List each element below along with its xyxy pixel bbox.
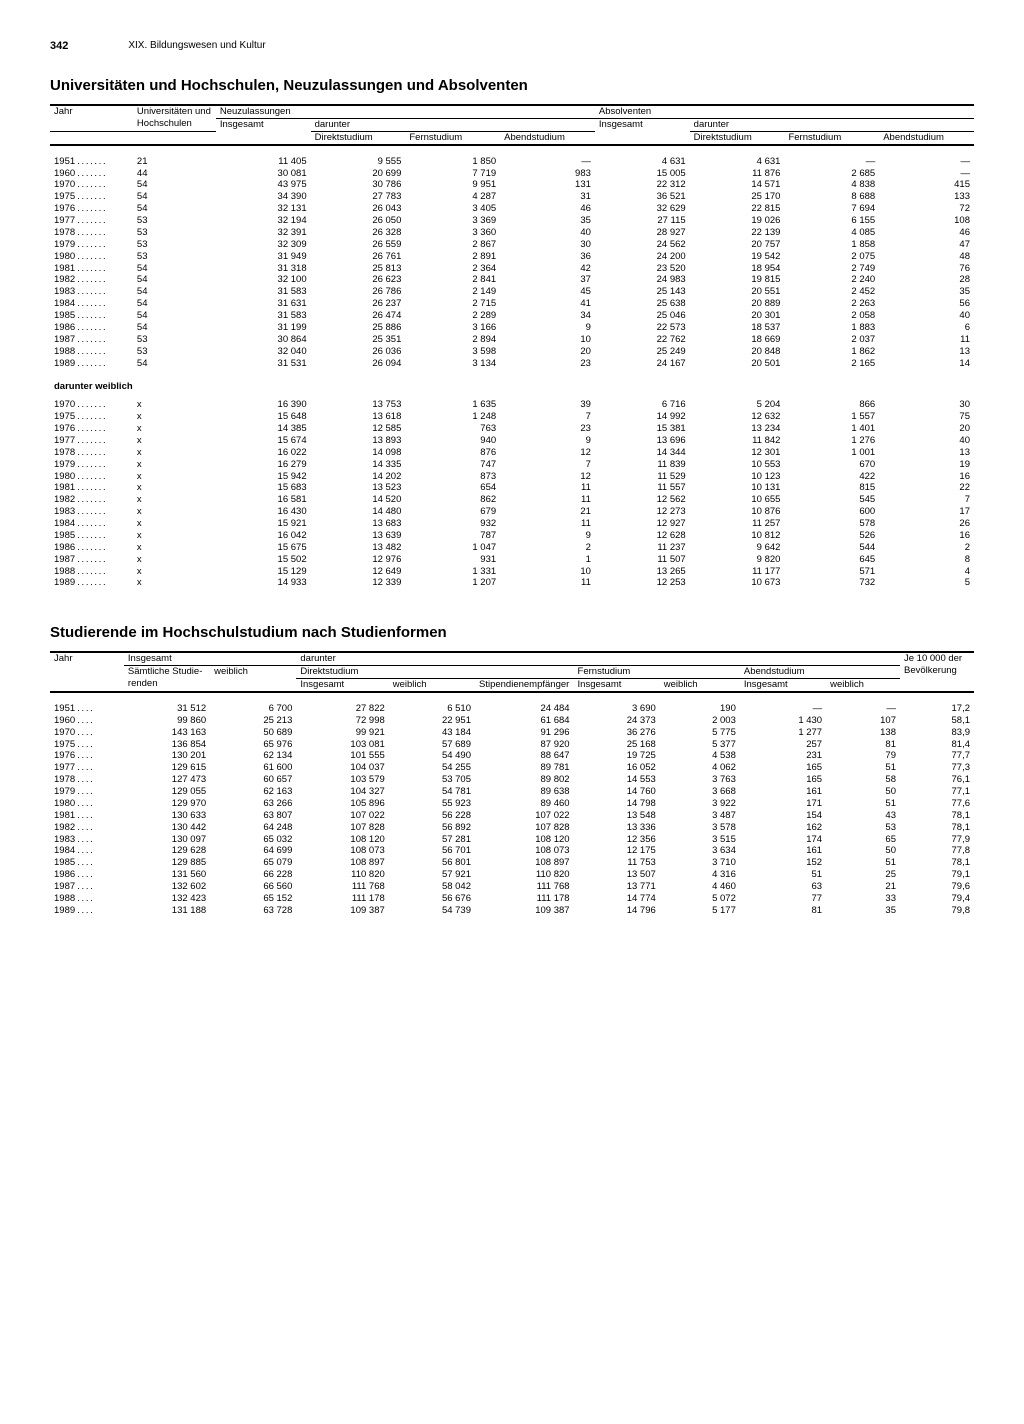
section1-title: Universitäten und Hochschulen, Neuzulass…: [50, 77, 974, 94]
table-row: 1986 131 56066 228 110 82057 921110 820 …: [50, 869, 974, 881]
table-row: 1981 130 63363 807 107 02256 228107 022 …: [50, 810, 974, 822]
table-row: 1975 54 34 39027 7834 28731 36 52125 170…: [50, 191, 974, 203]
table-row: 1988 132 42365 152 111 17856 676111 178 …: [50, 893, 974, 905]
h-neu: Neuzulassungen: [216, 106, 595, 118]
table-row: 1984 54 31 63126 2372 71541 25 63820 889…: [50, 298, 974, 310]
h-neu-dar: darunter: [311, 119, 595, 131]
table-row: 1979 x 16 27914 3357477 11 83910 5536701…: [50, 459, 974, 471]
table-row: 1987 53 30 86425 3512 89410 22 76218 669…: [50, 334, 974, 346]
table-row: 1987 x 15 50212 9769311 11 5079 8206458: [50, 554, 974, 566]
table-row: 1987 132 60266 560 111 76858 042111 768 …: [50, 881, 974, 893]
h2-fw: weiblich: [660, 679, 740, 692]
table-row: 1960 99 86025 213 72 99822 95161 684 24 …: [50, 715, 974, 727]
table-row: 1977 129 61561 600 104 03754 25589 781 1…: [50, 762, 974, 774]
h-nf: Fern­studium: [405, 132, 500, 145]
h-abs: Absolventen: [595, 106, 974, 118]
table-row: 1981 54 31 31825 8132 36442 23 52018 954…: [50, 263, 974, 275]
table-row: 1985 54 31 58326 4742 28934 25 04620 301…: [50, 310, 974, 322]
table-row: 1983 x 16 43014 48067921 12 27310 876600…: [50, 506, 974, 518]
table-row: 1978 x 16 02214 09887612 14 34412 3011 0…: [50, 447, 974, 459]
h2-dar: darunter: [296, 653, 900, 665]
h2-je10k: Je 10 000 der Bevöl­kerung: [900, 653, 974, 692]
table-row: 1986 54 31 19925 8863 1669 22 57318 5371…: [50, 322, 974, 334]
h2-insg: Insgesamt: [124, 653, 296, 665]
section2-title: Studierende im Hochschulstudium nach Stu…: [50, 624, 974, 641]
table-row: 1951 31 5126 700 27 8226 51024 484 3 690…: [50, 703, 974, 715]
h-neu-insg: Insgesamt: [216, 119, 311, 145]
table-row: 1979 129 05562 163 104 32754 78189 638 1…: [50, 786, 974, 798]
table-row: 1976 x 14 38512 58576323 15 38113 2341 4…: [50, 423, 974, 435]
table-row: 1977 53 32 19426 0503 36935 27 11519 026…: [50, 215, 974, 227]
table-row: 1976 54 32 13126 0433 40546 32 62922 815…: [50, 203, 974, 215]
h-na: Abend­studium: [500, 132, 595, 145]
table-row: 1981 x 15 68313 52365411 11 55710 131815…: [50, 482, 974, 494]
table-row: 1960 44 30 08120 6997 719983 15 00511 87…: [50, 168, 974, 180]
table-row: 1982 54 32 10026 6232 84137 24 98319 815…: [50, 274, 974, 286]
table-row: 1975 x 15 64813 6181 2487 14 99212 6321 …: [50, 411, 974, 423]
table1: Jahr Universitäten und Hoch­schulen Neuz…: [50, 104, 974, 589]
table-row: 1989 x 14 93312 3391 20711 12 25310 6737…: [50, 577, 974, 589]
table-row: 1989 131 18863 728 109 38754 739109 387 …: [50, 905, 974, 917]
table-row: 1985 129 88565 079 108 89756 801108 897 …: [50, 857, 974, 869]
table-row: 1988 53 32 04026 0363 59820 25 24920 848…: [50, 346, 974, 358]
h2-di: Insgesamt: [296, 679, 388, 692]
table-row: 1951 21 11 4059 5551 850— 4 6314 631——: [50, 156, 974, 168]
table2: Jahr Insgesamt darunter Je 10 000 der Be…: [50, 651, 974, 916]
table-row: 1979 53 32 30926 5592 86730 24 56220 757…: [50, 239, 974, 251]
h2-jahr: Jahr: [50, 653, 124, 692]
table-row: 1970 54 43 97530 7869 951131 22 31214 57…: [50, 179, 974, 191]
h-nd: Direkt­studium: [311, 132, 406, 145]
table-row: 1980 129 97063 266 105 89655 92389 460 1…: [50, 798, 974, 810]
h-ad: Direkt­studium: [690, 132, 785, 145]
table-row: 1984 x 15 92113 68393211 12 92711 257578…: [50, 518, 974, 530]
page-number: 342: [50, 40, 68, 52]
h2-direkt: Direktstudium: [296, 666, 573, 678]
h2-ds: Stipendien­empfänger: [475, 679, 574, 692]
h-abs-dar: darunter: [690, 119, 974, 131]
h2-dw: weiblich: [389, 679, 475, 692]
h2-w1: weiblich: [210, 666, 296, 692]
h-jahr: Jahr: [50, 106, 133, 131]
table-row: 1970 143 16350 689 99 92143 18491 296 36…: [50, 727, 974, 739]
h-af: Fern­studium: [784, 132, 879, 145]
table-row: 1977 x 15 67413 8939409 13 69611 8421 27…: [50, 435, 974, 447]
table-row: 1978 53 32 39126 3283 36040 28 92722 139…: [50, 227, 974, 239]
h2-ai: Insgesamt: [740, 679, 826, 692]
table-row: 1980 x 15 94214 20287312 11 52910 123422…: [50, 471, 974, 483]
h-aa: Abend­studium: [879, 132, 974, 145]
chapter-title: XIX. Bildungswesen und Kultur: [128, 40, 265, 52]
table-row: 1982 x 16 58114 52086211 12 56210 655545…: [50, 494, 974, 506]
table-row: 1988 x 15 12912 6491 33110 13 26511 1775…: [50, 566, 974, 578]
h2-samt: Sämtliche Studie­renden: [124, 666, 210, 692]
h2-abend: Abendstudium: [740, 666, 900, 678]
h2-fi: Insgesamt: [574, 679, 660, 692]
h-abs-insg: Insgesamt: [595, 119, 690, 145]
h2-fern: Fernstudium: [574, 666, 740, 678]
table-row: 1982 130 44264 248 107 82856 892107 828 …: [50, 822, 974, 834]
table-row: 1983 130 09765 032 108 12057 281108 120 …: [50, 834, 974, 846]
h2-aw: weiblich: [826, 679, 900, 692]
page-header: 342 XIX. Bildungswesen und Kultur: [50, 40, 974, 52]
h-uni: Universitäten und Hoch­schulen: [133, 106, 216, 131]
table-row: 1978 127 47360 657 103 57953 70589 802 1…: [50, 774, 974, 786]
table-row: 1985 x 16 04213 6397879 12 62810 8125261…: [50, 530, 974, 542]
table-row: 1983 54 31 58326 7862 14945 25 14320 551…: [50, 286, 974, 298]
table-row: 1976 130 20162 134 101 55554 49088 647 1…: [50, 750, 974, 762]
sub-weiblich: darunter weiblich: [50, 369, 974, 399]
table-row: 1989 54 31 53126 0943 13423 24 16720 501…: [50, 358, 974, 370]
table-row: 1984 129 62864 699 108 07356 701108 073 …: [50, 845, 974, 857]
table-row: 1980 53 31 94926 7612 89136 24 20019 542…: [50, 251, 974, 263]
table-row: 1975 136 85465 976 103 08157 68987 920 2…: [50, 739, 974, 751]
table-row: 1970 x 16 39013 7531 63539 6 7165 204866…: [50, 399, 974, 411]
table-row: 1986 x 15 67513 4821 0472 11 2379 642544…: [50, 542, 974, 554]
